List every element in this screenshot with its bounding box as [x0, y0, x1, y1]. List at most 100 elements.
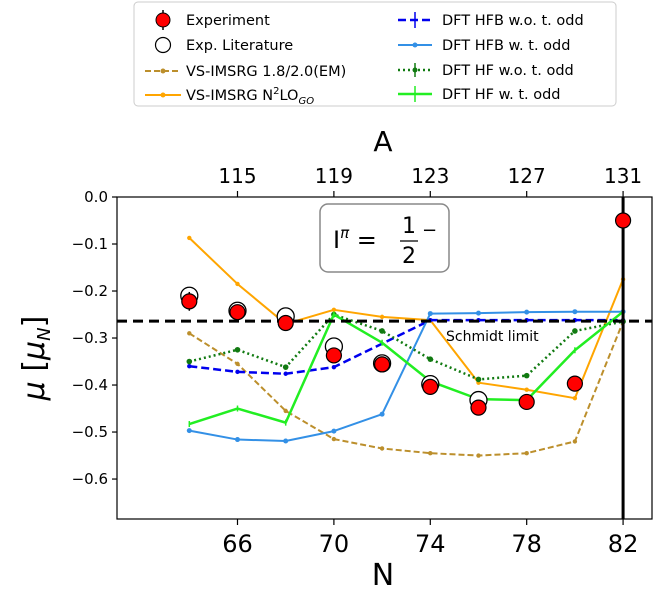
legend-hfb-wo-label: DFT HFB w.o. t. odd — [442, 13, 584, 29]
x-tick-label: 66 — [222, 530, 253, 558]
series-line — [188, 237, 625, 400]
y-tick-label: −0.4 — [72, 376, 108, 394]
legend: Experiment Exp. Literature VS-IMSRG 1.8/… — [133, 1, 617, 107]
series-point — [187, 364, 192, 369]
x2-tick-label: 115 — [218, 164, 256, 188]
y-tick-label: −0.5 — [72, 423, 108, 441]
y-axis-unit: μ — [17, 341, 52, 361]
series-line — [189, 310, 624, 442]
series-point — [379, 411, 385, 417]
series-line — [188, 321, 625, 457]
legend-literature-marker — [154, 36, 172, 54]
series-point — [428, 450, 433, 456]
series-point — [475, 310, 481, 316]
legend-vsimsrg-em-label: VS-IMSRG 1.8/2.0(EM) — [186, 64, 346, 80]
schmidt-limit-label: Schmidt limit — [446, 329, 539, 345]
series-point — [379, 314, 385, 320]
legend-hf-wo-label: DFT HF w.o. t. odd — [442, 63, 574, 79]
legend-entry-hfb-w: DFT HFB w. t. odd — [398, 38, 570, 54]
series-point — [186, 358, 193, 365]
series-point — [427, 311, 433, 317]
legend-experiment-label: Experiment — [186, 13, 270, 29]
x-axis-title: N — [372, 558, 394, 591]
experiment-point — [614, 212, 632, 229]
legend-literature-label: Exp. Literature — [186, 38, 293, 54]
series-point — [572, 439, 578, 444]
series-line — [189, 313, 624, 381]
spin-parity: − — [422, 220, 437, 241]
y-tick-label: −0.1 — [72, 235, 108, 253]
legend-vsimsrg-go-sup: 2 — [273, 86, 279, 97]
model-series — [186, 235, 626, 458]
legend-entry-experiment: Experiment — [155, 10, 270, 30]
series-point — [186, 428, 192, 434]
legend-hfb-w-marker — [412, 42, 418, 48]
experiment-point — [566, 375, 583, 392]
legend-entry-vsimsrg-em: VS-IMSRG 1.8/2.0(EM) — [145, 64, 346, 80]
legend-hf-w-label: DFT HF w. t. odd — [442, 87, 561, 103]
legend-frame — [133, 1, 617, 107]
series-point — [187, 235, 192, 241]
series-point — [234, 437, 240, 443]
x-tick-label: 78 — [511, 530, 542, 558]
series-point — [331, 436, 337, 442]
y-tick-label: −0.6 — [72, 470, 108, 488]
series-point — [572, 309, 578, 315]
series-point — [331, 364, 337, 370]
series-point — [234, 346, 241, 353]
series-point — [475, 376, 482, 383]
series-point — [235, 281, 240, 287]
spin-symbol: Iπ = — [333, 224, 377, 254]
experiment-point — [422, 378, 439, 396]
reference-lines — [117, 197, 652, 519]
y-axis-unit-sub: N — [34, 327, 55, 340]
legend-hf-wo-marker — [412, 67, 418, 73]
experiment-point — [229, 304, 246, 321]
x-tick-label: 70 — [319, 530, 350, 558]
legend-vsimsrg-go-sub: GO — [298, 96, 314, 107]
y-axis: 0.0 −0.1 −0.2 −0.3 −0.4 −0.5 −0.6 — [72, 188, 117, 488]
legend-experiment-marker — [155, 12, 171, 28]
series-point — [524, 387, 529, 392]
y-axis-symbol: μ — [17, 381, 52, 401]
series-point — [524, 309, 530, 315]
series-point — [524, 450, 529, 456]
x-tick-label: 82 — [608, 530, 639, 558]
experiment-points — [180, 212, 632, 416]
y-tick-label: 0.0 — [84, 188, 108, 206]
series-point — [427, 356, 434, 362]
x-axis-bottom: 66 70 74 78 82 — [222, 519, 638, 558]
experiment-point — [325, 347, 342, 364]
legend-vsimsrg-go-prefix: VS-IMSRG N — [186, 88, 273, 104]
experiment-point — [181, 293, 198, 310]
spin-annotation: Iπ = 1 2 − — [319, 203, 450, 273]
series-point — [187, 331, 192, 336]
series-point — [523, 372, 530, 379]
legend-entry-vsimsrg-go: VS-IMSRG N2LOGO — [145, 86, 314, 107]
series-point — [331, 428, 337, 434]
series-hf-wo — [186, 311, 626, 383]
x-axis-top: 115 119 123 127 131 — [218, 164, 642, 197]
legend-hfb-w-label: DFT HFB w. t. odd — [442, 38, 570, 54]
series-point — [572, 328, 578, 334]
x2-tick-label: 131 — [604, 164, 642, 188]
legend-entry-hf-wo: DFT HF w.o. t. odd — [398, 63, 574, 79]
y-tick-label: −0.3 — [72, 329, 108, 347]
y-axis-title: μ [μN] — [17, 316, 55, 402]
legend-vsimsrg-em-marker — [160, 68, 166, 74]
series-point — [283, 371, 288, 376]
series-point — [476, 453, 481, 458]
legend-vsimsrg-go-marker — [160, 92, 166, 98]
series-point — [379, 446, 385, 451]
legend-vsimsrg-go-mid: LO — [280, 88, 299, 104]
experiment-point — [470, 399, 487, 416]
spin-numerator: 1 — [402, 214, 416, 239]
spin-denominator: 2 — [402, 244, 416, 269]
x2-tick-label: 123 — [411, 164, 449, 188]
y-tick-label: −0.2 — [72, 282, 108, 300]
experiment-point — [277, 314, 294, 332]
x2-tick-label: 127 — [508, 164, 546, 188]
legend-entry-literature: Exp. Literature — [154, 36, 293, 54]
series-point — [572, 395, 578, 401]
